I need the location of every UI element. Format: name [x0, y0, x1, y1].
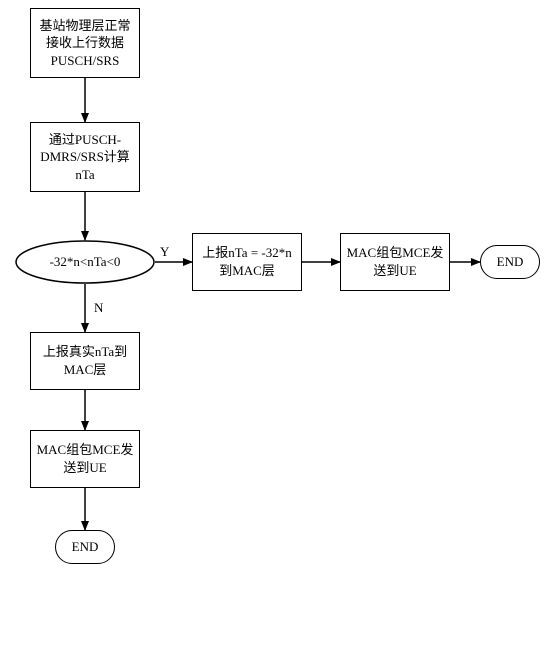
node-label: 基站物理层正常接收上行数据PUSCH/SRS — [35, 17, 135, 70]
node-label: 上报nTa = -32*n到MAC层 — [197, 244, 297, 279]
node-calc-nta: 通过PUSCH-DMRS/SRS计算nTa — [30, 122, 140, 192]
node-label: END — [497, 253, 524, 271]
node-decision: -32*n<nTa<0 — [15, 240, 155, 284]
node-label: END — [72, 538, 99, 556]
node-report-clip: 上报nTa = -32*n到MAC层 — [192, 233, 302, 291]
node-end-down: END — [55, 530, 115, 564]
node-mac-pack-right: MAC组包MCE发送到UE — [340, 233, 450, 291]
edge-label-yes: Y — [160, 244, 169, 260]
node-label: 上报真实nTa到MAC层 — [35, 343, 135, 378]
edge-label-no: N — [94, 300, 103, 316]
node-end-right: END — [480, 245, 540, 279]
node-label: -32*n<nTa<0 — [50, 254, 121, 270]
node-label: MAC组包MCE发送到UE — [345, 244, 445, 279]
node-mac-pack-down: MAC组包MCE发送到UE — [30, 430, 140, 488]
node-start-rx: 基站物理层正常接收上行数据PUSCH/SRS — [30, 8, 140, 78]
node-report-real: 上报真实nTa到MAC层 — [30, 332, 140, 390]
node-label: 通过PUSCH-DMRS/SRS计算nTa — [35, 131, 135, 184]
node-label: MAC组包MCE发送到UE — [35, 441, 135, 476]
